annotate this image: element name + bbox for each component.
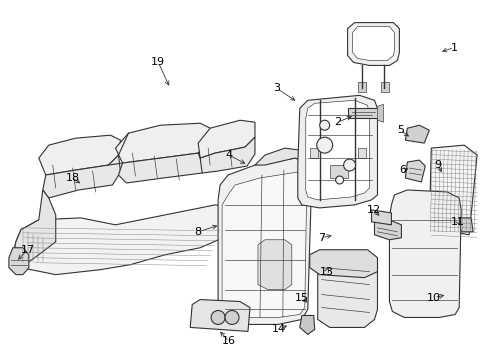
Polygon shape xyxy=(428,145,476,235)
Polygon shape xyxy=(329,165,347,178)
Polygon shape xyxy=(190,300,249,332)
Text: 15: 15 xyxy=(294,293,308,302)
Polygon shape xyxy=(254,148,311,165)
Polygon shape xyxy=(371,210,390,225)
Text: 14: 14 xyxy=(271,324,285,334)
Polygon shape xyxy=(218,158,311,324)
Polygon shape xyxy=(42,155,120,198)
Polygon shape xyxy=(309,250,377,278)
Polygon shape xyxy=(347,23,399,66)
Circle shape xyxy=(316,137,332,153)
Polygon shape xyxy=(9,248,29,275)
Polygon shape xyxy=(317,258,377,328)
Text: 8: 8 xyxy=(194,227,202,237)
Text: 5: 5 xyxy=(396,125,403,135)
Polygon shape xyxy=(309,148,317,158)
Text: 2: 2 xyxy=(333,117,341,127)
Polygon shape xyxy=(297,95,377,208)
Circle shape xyxy=(319,120,329,130)
Text: 19: 19 xyxy=(151,58,165,67)
Text: 11: 11 xyxy=(450,217,464,227)
Polygon shape xyxy=(352,27,394,60)
Text: 7: 7 xyxy=(318,233,325,243)
Polygon shape xyxy=(13,190,56,268)
Polygon shape xyxy=(118,143,210,183)
Polygon shape xyxy=(299,315,314,334)
Polygon shape xyxy=(13,205,244,275)
Circle shape xyxy=(335,176,343,184)
Polygon shape xyxy=(357,82,365,92)
Text: 4: 4 xyxy=(225,150,232,160)
Polygon shape xyxy=(258,240,291,289)
Text: 17: 17 xyxy=(20,245,35,255)
Text: 12: 12 xyxy=(366,205,380,215)
Polygon shape xyxy=(200,137,254,173)
Polygon shape xyxy=(357,148,365,158)
Text: 9: 9 xyxy=(434,160,441,170)
Circle shape xyxy=(224,310,239,324)
Circle shape xyxy=(211,310,224,324)
Polygon shape xyxy=(222,172,306,318)
Polygon shape xyxy=(405,125,428,143)
Polygon shape xyxy=(305,100,369,200)
Text: 16: 16 xyxy=(222,336,236,346)
Text: 13: 13 xyxy=(319,267,333,276)
Polygon shape xyxy=(388,190,460,318)
Polygon shape xyxy=(347,108,379,118)
Polygon shape xyxy=(458,218,472,232)
Polygon shape xyxy=(428,145,476,235)
Circle shape xyxy=(343,159,355,171)
Text: 1: 1 xyxy=(450,42,457,53)
Text: 18: 18 xyxy=(65,173,80,183)
Polygon shape xyxy=(377,104,383,122)
Text: 6: 6 xyxy=(398,165,405,175)
Polygon shape xyxy=(405,160,425,182)
Polygon shape xyxy=(39,135,120,175)
Text: 3: 3 xyxy=(273,84,280,93)
Polygon shape xyxy=(198,120,254,158)
Polygon shape xyxy=(381,82,388,92)
Polygon shape xyxy=(115,123,210,163)
Text: 10: 10 xyxy=(427,293,440,302)
Polygon shape xyxy=(374,220,401,240)
